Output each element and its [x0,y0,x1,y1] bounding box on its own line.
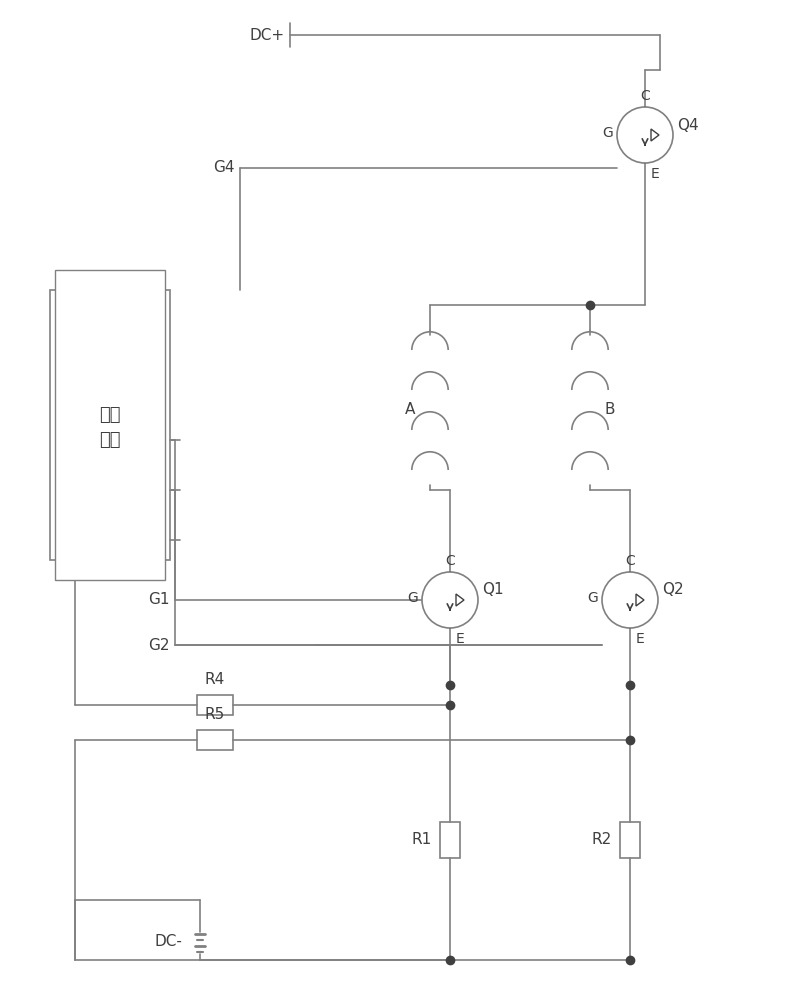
Text: DC-: DC- [154,934,182,950]
Bar [50,290,170,560]
Bar [197,730,233,750]
Polygon shape [456,594,464,606]
Text: Q4: Q4 [677,117,699,132]
Text: G1: G1 [149,592,170,607]
Text: 芯片: 芯片 [100,431,121,449]
Text: G: G [408,591,418,605]
Circle shape [422,572,478,628]
Bar [620,822,640,858]
Text: E: E [456,632,465,646]
Text: G4: G4 [213,160,235,176]
Text: C: C [625,554,635,568]
Circle shape [602,572,658,628]
Circle shape [617,107,673,163]
Text: A: A [404,402,415,418]
Text: Q1: Q1 [482,582,504,597]
Text: DC+: DC+ [250,27,285,42]
Text: C: C [445,554,455,568]
Text: 控制: 控制 [100,406,121,424]
Bar [440,822,460,858]
Text: R2: R2 [591,832,612,848]
Polygon shape [651,129,659,141]
Bar [197,695,233,715]
Text: R4: R4 [205,672,225,687]
Text: E: E [636,632,645,646]
Text: G2: G2 [149,638,170,652]
Text: C: C [640,89,650,103]
Text: E: E [651,167,660,181]
Text: R1: R1 [412,832,432,848]
Polygon shape [636,594,644,606]
Text: B: B [605,402,615,418]
Text: G: G [603,126,613,140]
Bar [55,270,165,580]
Text: R5: R5 [205,707,225,722]
Text: G: G [587,591,598,605]
Text: Q2: Q2 [662,582,684,597]
